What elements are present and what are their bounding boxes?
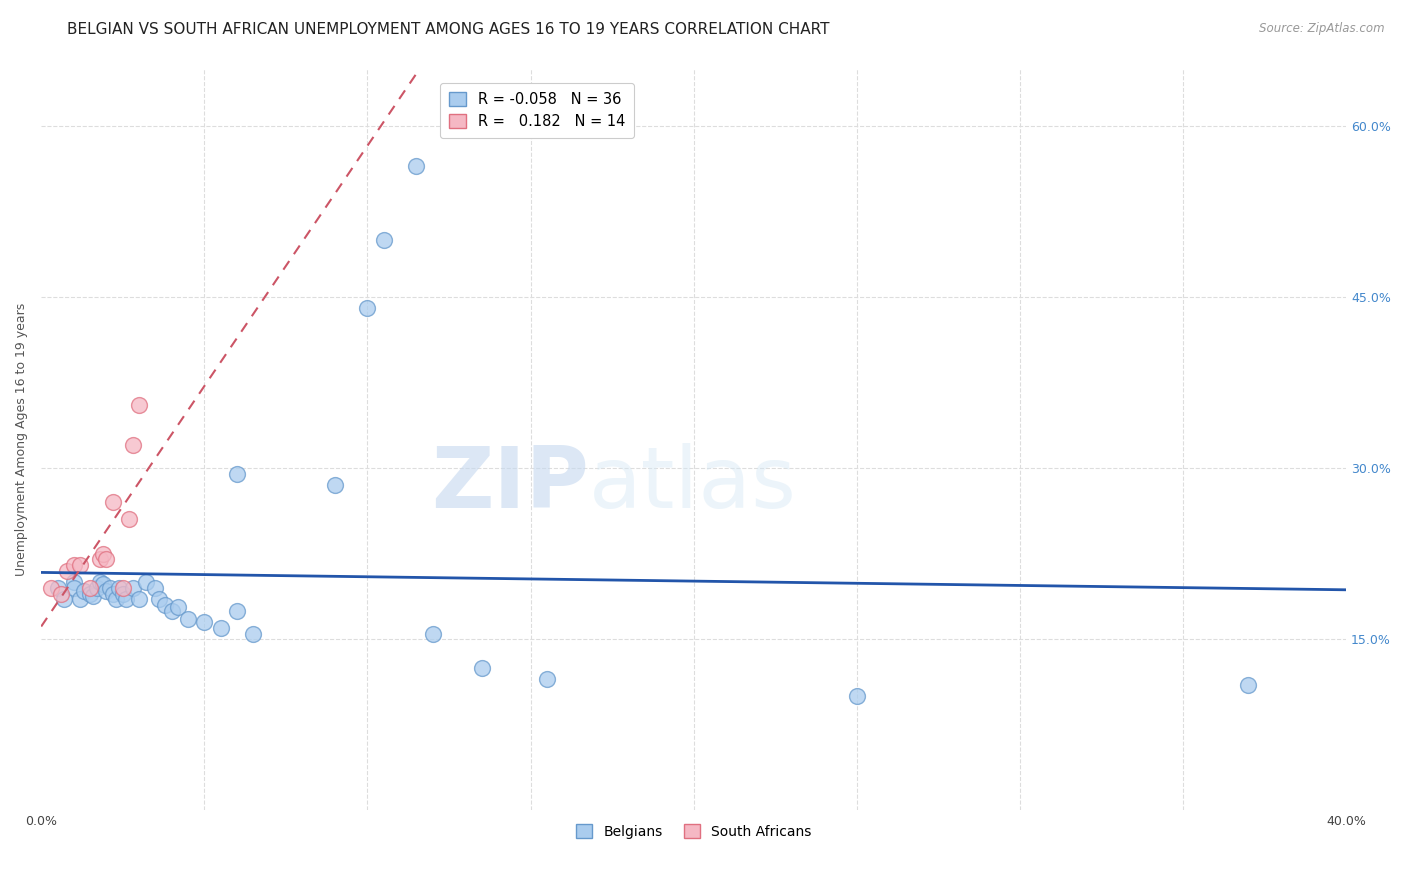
Point [63,558,86,572]
Text: Source: ZipAtlas.com: Source: ZipAtlas.com [1260,22,1385,36]
Point [145,581,167,595]
Point [82,589,104,603]
Text: ZIP: ZIP [432,442,589,525]
Point [471,661,494,675]
Point [108,581,131,595]
Point [177,612,200,626]
Point [111,586,134,600]
Point [89,575,111,590]
Point [153,598,176,612]
Point [128,592,150,607]
Point [405,159,427,173]
Point [373,233,395,247]
Point [422,626,444,640]
Point [105,592,128,607]
Point [49,586,72,600]
Point [121,581,143,595]
Point [69,558,91,572]
Point [118,512,141,526]
Point [1237,678,1260,692]
Point [323,478,346,492]
Point [91,577,114,591]
Point [101,495,124,509]
Legend: Belgians, South Africans: Belgians, South Africans [571,819,817,845]
Point [242,626,264,640]
Point [193,615,215,629]
Point [101,586,124,600]
Point [226,467,249,481]
Point [69,592,91,607]
Point [56,564,79,578]
Point [135,575,157,590]
Point [209,621,232,635]
Point [96,552,118,566]
Point [63,581,86,595]
Point [79,581,101,595]
Point [226,604,249,618]
Text: atlas: atlas [589,442,797,525]
Point [79,586,101,600]
Point [356,301,378,316]
Point [46,581,69,595]
Point [96,584,118,599]
Point [536,672,558,686]
Point [86,581,108,595]
Text: BELGIAN VS SOUTH AFRICAN UNEMPLOYMENT AMONG AGES 16 TO 19 YEARS CORRELATION CHAR: BELGIAN VS SOUTH AFRICAN UNEMPLOYMENT AM… [67,22,830,37]
Point [121,438,143,452]
Point [98,581,121,595]
Point [115,592,138,607]
Point [111,581,134,595]
Point [91,547,114,561]
Point [89,552,111,566]
Point [72,584,94,599]
Point [845,690,868,704]
Point [128,398,150,412]
Point [160,604,183,618]
Point [148,592,170,607]
Point [63,575,86,590]
Y-axis label: Unemployment Among Ages 16 to 19 years: Unemployment Among Ages 16 to 19 years [15,303,28,576]
Point [39,581,62,595]
Point [53,592,76,607]
Point [167,600,190,615]
